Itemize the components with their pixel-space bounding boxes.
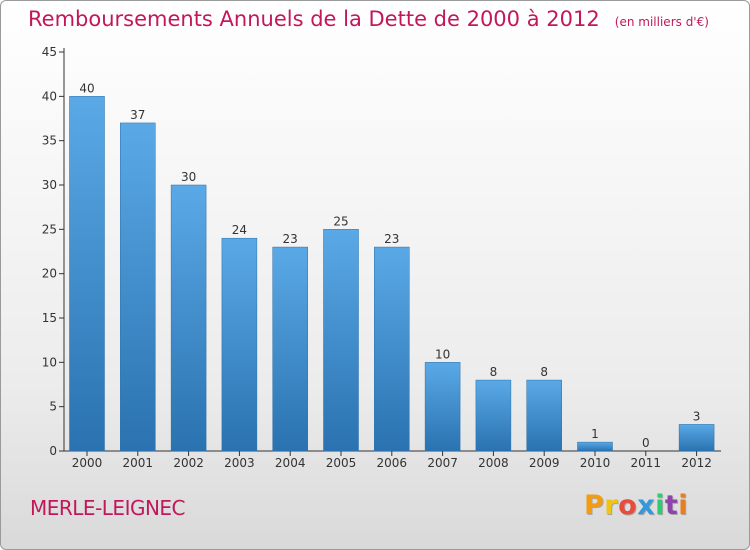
x-tick-label: 2001 (123, 456, 154, 470)
y-tick-label: 40 (42, 89, 57, 103)
x-tick-label: 2009 (529, 456, 560, 470)
bar-2001 (120, 122, 156, 452)
data-label: 8 (540, 365, 548, 379)
logo-letter: x (637, 490, 656, 521)
bar-2012 (678, 424, 715, 452)
city-name: MERLE-LEIGNEC (30, 496, 186, 520)
x-tick-label: 2008 (478, 456, 509, 470)
y-tick-label: 25 (42, 222, 57, 236)
proxiti-logo[interactable]: Proxiti (584, 490, 688, 521)
bar-2004 (272, 246, 308, 452)
y-tick-label: 45 (42, 45, 57, 59)
logo-letter: i (678, 490, 689, 521)
bar-2006 (374, 246, 410, 452)
x-tick-label: 2005 (326, 456, 357, 470)
y-tick-label: 10 (42, 355, 57, 369)
data-label: 0 (642, 436, 650, 450)
y-tick-label: 30 (42, 178, 57, 192)
data-label: 10 (435, 347, 450, 361)
x-tick-label: 2007 (427, 456, 458, 470)
data-label: 23 (283, 232, 298, 246)
bar-2007 (424, 362, 461, 452)
bar-2008 (475, 379, 512, 452)
chart-header: Remboursements Annuels de la Dette de 20… (28, 7, 709, 31)
x-tick-label: 2000 (72, 456, 103, 470)
logo-letter: r (604, 490, 619, 521)
data-label: 1 (591, 427, 599, 441)
chart-subtitle: (en milliers d'€) (614, 15, 709, 29)
bars (69, 96, 715, 452)
bar-2000 (69, 96, 105, 452)
y-tick-label: 35 (42, 134, 57, 148)
logo-letter: t (664, 490, 679, 521)
data-label: 40 (79, 81, 94, 95)
x-tick-label: 2003 (224, 456, 255, 470)
data-label: 3 (693, 409, 701, 423)
data-label: 8 (490, 365, 498, 379)
bar-2002 (170, 184, 207, 452)
data-label: 37 (130, 108, 145, 122)
y-tick-label: 5 (49, 400, 57, 414)
x-tick-label: 2004 (275, 456, 306, 470)
bar-2010 (577, 441, 613, 452)
x-tick-label: 2002 (173, 456, 204, 470)
bar-2009 (526, 379, 562, 452)
logo-letter: o (618, 490, 638, 521)
y-tick-label: 0 (49, 444, 57, 458)
x-tick-label: 2011 (631, 456, 662, 470)
data-label: 30 (181, 170, 196, 184)
x-tick-label: 2012 (681, 456, 712, 470)
x-tick-label: 2006 (377, 456, 408, 470)
data-label: 25 (333, 214, 348, 228)
y-tick-label: 20 (42, 267, 57, 281)
logo-letter: P (584, 490, 605, 521)
x-tick-label: 2010 (580, 456, 611, 470)
bar-2003 (221, 237, 258, 452)
chart-title: Remboursements Annuels de la Dette de 20… (28, 7, 600, 31)
data-label: 23 (384, 232, 399, 246)
logo-letter: i (655, 490, 665, 521)
bar-2005 (323, 229, 359, 452)
data-label: 24 (232, 223, 247, 237)
y-tick-label: 15 (42, 311, 57, 325)
